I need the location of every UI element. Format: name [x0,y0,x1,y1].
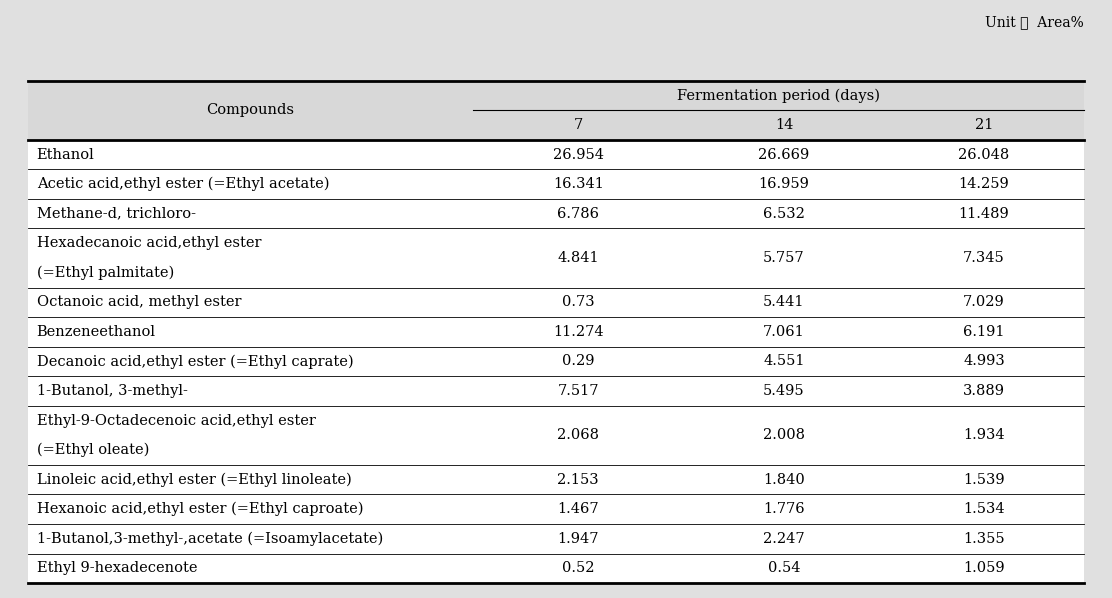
Text: (=Ethyl oleate): (=Ethyl oleate) [37,443,149,457]
Text: 0.52: 0.52 [562,562,595,575]
Text: Ethanol: Ethanol [37,148,95,161]
Text: (=Ethyl palmitate): (=Ethyl palmitate) [37,266,173,280]
Text: 26.954: 26.954 [553,148,604,161]
Text: 2.008: 2.008 [763,428,805,443]
Text: Methane-d, trichloro-: Methane-d, trichloro- [37,207,196,221]
Text: 0.29: 0.29 [562,355,595,368]
Text: Benzeneethanol: Benzeneethanol [37,325,156,339]
Text: 1.467: 1.467 [557,502,599,516]
Text: 1-Butanol, 3-methyl-: 1-Butanol, 3-methyl- [37,384,188,398]
Text: 1.934: 1.934 [963,428,1005,443]
Text: 7.029: 7.029 [963,295,1005,309]
Text: 1.947: 1.947 [557,532,599,546]
Text: Fermentation period (days): Fermentation period (days) [677,89,880,103]
Text: 0.73: 0.73 [562,295,595,309]
Text: 6.191: 6.191 [963,325,1005,339]
Text: Ethyl-9-Octadecenoic acid,ethyl ester: Ethyl-9-Octadecenoic acid,ethyl ester [37,414,316,428]
Text: 5.757: 5.757 [763,251,805,265]
Text: 21: 21 [975,118,993,132]
Text: Linoleic acid,ethyl ester (=Ethyl linoleate): Linoleic acid,ethyl ester (=Ethyl linole… [37,472,351,487]
Text: 2.068: 2.068 [557,428,599,443]
Text: 3.889: 3.889 [963,384,1005,398]
Text: 0.54: 0.54 [767,562,801,575]
Text: 2.247: 2.247 [763,532,805,546]
Text: Hexadecanoic acid,ethyl ester: Hexadecanoic acid,ethyl ester [37,236,261,250]
Text: 4.841: 4.841 [557,251,599,265]
Text: 26.048: 26.048 [959,148,1010,161]
Text: 6.786: 6.786 [557,207,599,221]
Text: 14: 14 [775,118,793,132]
Text: Acetic acid,ethyl ester (=Ethyl acetate): Acetic acid,ethyl ester (=Ethyl acetate) [37,177,329,191]
Text: Hexanoic acid,ethyl ester (=Ethyl caproate): Hexanoic acid,ethyl ester (=Ethyl caproa… [37,502,364,517]
Text: 1-Butanol,3-methyl-,acetate (=Isoamylacetate): 1-Butanol,3-methyl-,acetate (=Isoamylace… [37,532,383,546]
Text: 1.534: 1.534 [963,502,1005,516]
Text: 1.840: 1.840 [763,472,805,487]
Text: 16.959: 16.959 [758,177,810,191]
Text: Unit ：  Area%: Unit ： Area% [985,15,1084,29]
Text: 1.059: 1.059 [963,562,1005,575]
Text: 4.993: 4.993 [963,355,1005,368]
Text: 1.776: 1.776 [763,502,805,516]
Text: 11.489: 11.489 [959,207,1010,221]
Text: 2.153: 2.153 [557,472,599,487]
Text: Ethyl 9-hexadecenote: Ethyl 9-hexadecenote [37,562,197,575]
Text: 11.274: 11.274 [553,325,604,339]
Text: 7.345: 7.345 [963,251,1005,265]
Text: 7.517: 7.517 [557,384,599,398]
Text: 1.355: 1.355 [963,532,1005,546]
Text: Compounds: Compounds [206,103,295,117]
Text: 14.259: 14.259 [959,177,1010,191]
Text: 4.551: 4.551 [763,355,805,368]
Text: Octanoic acid, methyl ester: Octanoic acid, methyl ester [37,295,241,309]
Text: 7: 7 [574,118,583,132]
Text: 16.341: 16.341 [553,177,604,191]
Text: 6.532: 6.532 [763,207,805,221]
Text: Decanoic acid,ethyl ester (=Ethyl caprate): Decanoic acid,ethyl ester (=Ethyl caprat… [37,354,354,368]
Text: 1.539: 1.539 [963,472,1005,487]
Text: 5.495: 5.495 [763,384,805,398]
Text: 7.061: 7.061 [763,325,805,339]
Text: 5.441: 5.441 [763,295,805,309]
Text: 26.669: 26.669 [758,148,810,161]
